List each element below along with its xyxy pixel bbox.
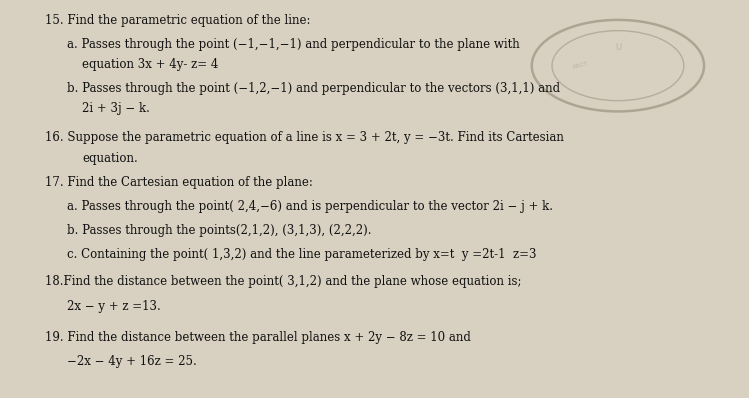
Text: equation 3x + 4y- z= 4: equation 3x + 4y- z= 4 <box>82 58 219 71</box>
Text: c. Containing the point( 1,3,2) and the line parameterized by x=t  y =2t-1  z=3: c. Containing the point( 1,3,2) and the … <box>67 248 537 261</box>
Text: 2i + 3j − k.: 2i + 3j − k. <box>82 102 151 115</box>
Text: a. Passes through the point (−1,−1,−1) and perpendicular to the plane with: a. Passes through the point (−1,−1,−1) a… <box>67 38 520 51</box>
Text: 15. Find the parametric equation of the line:: 15. Find the parametric equation of the … <box>45 14 310 27</box>
Text: 2x − y + z =13.: 2x − y + z =13. <box>67 300 161 314</box>
Text: 17. Find the Cartesian equation of the plane:: 17. Find the Cartesian equation of the p… <box>45 176 313 189</box>
Text: a. Passes through the point( 2,4,−6) and is perpendicular to the vector 2i − j +: a. Passes through the point( 2,4,−6) and… <box>67 200 554 213</box>
Text: 16. Suppose the parametric equation of a line is x = 3 + 2t, y = −3t. Find its C: 16. Suppose the parametric equation of a… <box>45 131 564 144</box>
Text: b. Passes through the point (−1,2,−1) and perpendicular to the vectors (3,1,1) a: b. Passes through the point (−1,2,−1) an… <box>67 82 560 96</box>
Text: 19. Find the distance between the parallel planes x + 2y − 8z = 10 and: 19. Find the distance between the parall… <box>45 331 471 344</box>
Text: U: U <box>615 43 621 52</box>
Text: b. Passes through the points(2,1,2), (3,1,3), (2,2,2).: b. Passes through the points(2,1,2), (3,… <box>67 224 372 237</box>
Text: equation.: equation. <box>82 152 138 165</box>
Text: 18.Find the distance between the point( 3,1,2) and the plane whose equation is;: 18.Find the distance between the point( … <box>45 275 521 289</box>
Text: −2x − 4y + 16z = 25.: −2x − 4y + 16z = 25. <box>67 355 197 368</box>
Text: ARCT: ARCT <box>571 61 589 70</box>
